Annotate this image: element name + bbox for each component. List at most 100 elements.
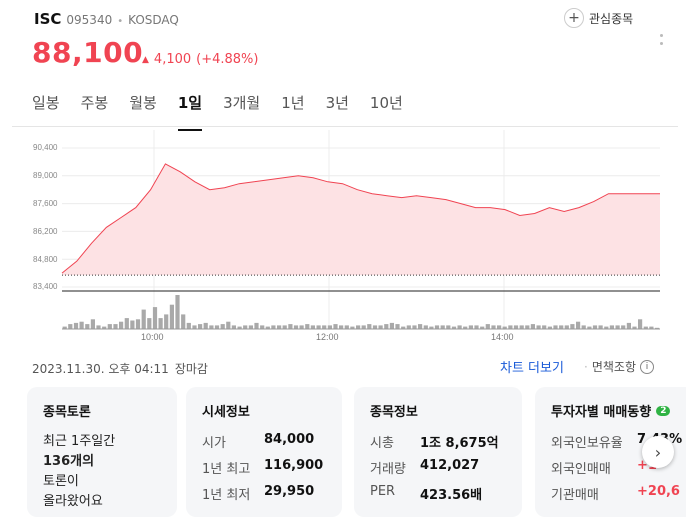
volume-bar — [592, 325, 598, 329]
volume-bar — [418, 324, 423, 329]
favorite-label: 관심종목 — [589, 11, 634, 26]
volume-bar — [519, 325, 524, 329]
volume-bar — [344, 325, 349, 329]
card-title: 투자자별 매매동향 2 — [551, 401, 686, 420]
current-price: 88,100 — [32, 36, 144, 69]
volume-bar — [632, 326, 637, 329]
y-tick-label: 83,400 — [33, 282, 58, 291]
price-line — [61, 163, 660, 274]
info-value: 423.56배 — [420, 488, 483, 503]
price-change: ▲ 4,100 (+4.88%) — [142, 52, 258, 67]
info-row: PER 423.56배 — [370, 484, 506, 503]
info-key: 시총 — [370, 436, 394, 451]
volume-bar — [412, 325, 417, 329]
volume-bar — [463, 326, 468, 329]
info-value: 116,900 — [264, 458, 324, 473]
info-row: 시총 1조 8,675억 — [370, 432, 506, 451]
volume-bar — [626, 322, 631, 329]
add-favorite-button[interactable]: + 관심종목 — [564, 8, 633, 28]
volume-bar — [434, 325, 440, 329]
info-value: 1조 8,675억 — [420, 436, 499, 451]
volume-bar — [243, 325, 248, 329]
card-title: 종목정보 — [370, 405, 418, 420]
plus-icon: + — [564, 8, 584, 28]
volume-bar — [293, 325, 299, 329]
stock-header: ISC 095340 • KOSDAQ — [34, 10, 179, 28]
info-value: +20,6 — [637, 484, 680, 499]
stock-info-card[interactable]: 종목정보 시총 1조 8,675억 거래량 412,027 PER 423.56배 — [354, 387, 522, 517]
volume-bar — [152, 307, 158, 329]
volume-bar — [158, 318, 163, 329]
discussion-card[interactable]: 종목토론 최근 1주일간 136개의 토론이 올라왔어요 — [27, 387, 177, 517]
discussion-text: 올라왔어요 — [43, 494, 103, 509]
volume-bar — [508, 325, 513, 329]
separator-dot-icon: • — [117, 16, 124, 27]
volume-bar — [621, 325, 626, 329]
volume-bar — [502, 326, 507, 329]
info-icon: i — [640, 359, 654, 374]
volume-bar — [361, 325, 366, 329]
volume-bar — [395, 324, 400, 329]
volume-bar — [271, 325, 276, 329]
volume-bar — [316, 325, 321, 329]
volume-bar — [570, 324, 575, 329]
y-tick-label: 87,600 — [33, 199, 58, 208]
volume-bar — [356, 325, 361, 329]
x-tick-label: 12:00 — [316, 332, 339, 342]
count-badge: 2 — [656, 405, 671, 416]
volume-bar — [367, 324, 372, 329]
volume-bar — [327, 325, 332, 329]
discussion-text: 136개의 — [43, 452, 161, 472]
tab-10years[interactable]: 10년 — [369, 94, 403, 112]
volume-bar — [587, 326, 592, 329]
volume-bar — [310, 325, 315, 329]
volume-bar — [389, 322, 394, 329]
volume-bar — [649, 326, 654, 329]
volume-bar — [237, 326, 242, 329]
volume-bar — [423, 325, 428, 329]
volume-bar — [513, 325, 519, 329]
volume-bar — [497, 325, 502, 329]
volume-bar — [339, 325, 344, 329]
info-key: 외국인보유율 — [551, 436, 623, 451]
volume-bar — [643, 326, 648, 329]
volume-bar — [429, 326, 434, 329]
next-cards-button[interactable]: › — [642, 436, 674, 468]
tab-monthly[interactable]: 월봉 — [129, 94, 157, 112]
info-row: 시가 84,000 — [202, 432, 326, 451]
volume-bar — [440, 325, 445, 329]
info-row: 1년 최저 29,950 — [202, 484, 326, 503]
volume-bar — [141, 309, 146, 329]
volume-bar — [220, 324, 225, 329]
discussion-text: 토론이 — [43, 474, 79, 489]
chart-more-link[interactable]: 차트 더보기 — [500, 361, 564, 376]
volume-bar — [333, 324, 338, 329]
volume-bar — [615, 325, 620, 329]
info-key: 1년 최고 — [202, 462, 251, 477]
x-tick-label: 14:00 — [491, 332, 514, 342]
market-info-card[interactable]: 시세정보 시가 84,000 1년 최고 116,900 1년 최저 29,950 — [186, 387, 342, 517]
change-amount: 4,100 — [153, 52, 192, 67]
volume-bar — [186, 322, 191, 329]
volume-bar — [175, 295, 180, 329]
volume-bar — [203, 322, 208, 329]
tab-3months[interactable]: 3개월 — [223, 94, 261, 112]
tab-daily[interactable]: 일봉 — [32, 94, 60, 112]
market-status: 2023.11.30. 오후 04:11 장마감 — [32, 360, 208, 377]
disclaimer[interactable]: · 면책조항 i — [584, 358, 654, 375]
volume-bar — [288, 324, 293, 329]
volume-bar — [124, 318, 129, 329]
status-datetime: 2023.11.30. 오후 04:11 — [32, 362, 169, 376]
tab-1year[interactable]: 1년 — [281, 94, 305, 112]
tab-3years[interactable]: 3년 — [325, 94, 349, 112]
volume-bar — [169, 304, 174, 329]
tab-weekly[interactable]: 주봉 — [80, 94, 109, 112]
tab-1day[interactable]: 1일 — [177, 92, 203, 131]
separator-dot-icon: · — [584, 359, 588, 374]
volume-bar — [485, 324, 490, 329]
volume-bar — [107, 324, 112, 329]
info-row: 거래량 412,027 — [370, 458, 506, 477]
intraday-chart[interactable] — [0, 0, 686, 345]
volume-bar — [102, 326, 107, 329]
volume-bar — [474, 325, 479, 329]
